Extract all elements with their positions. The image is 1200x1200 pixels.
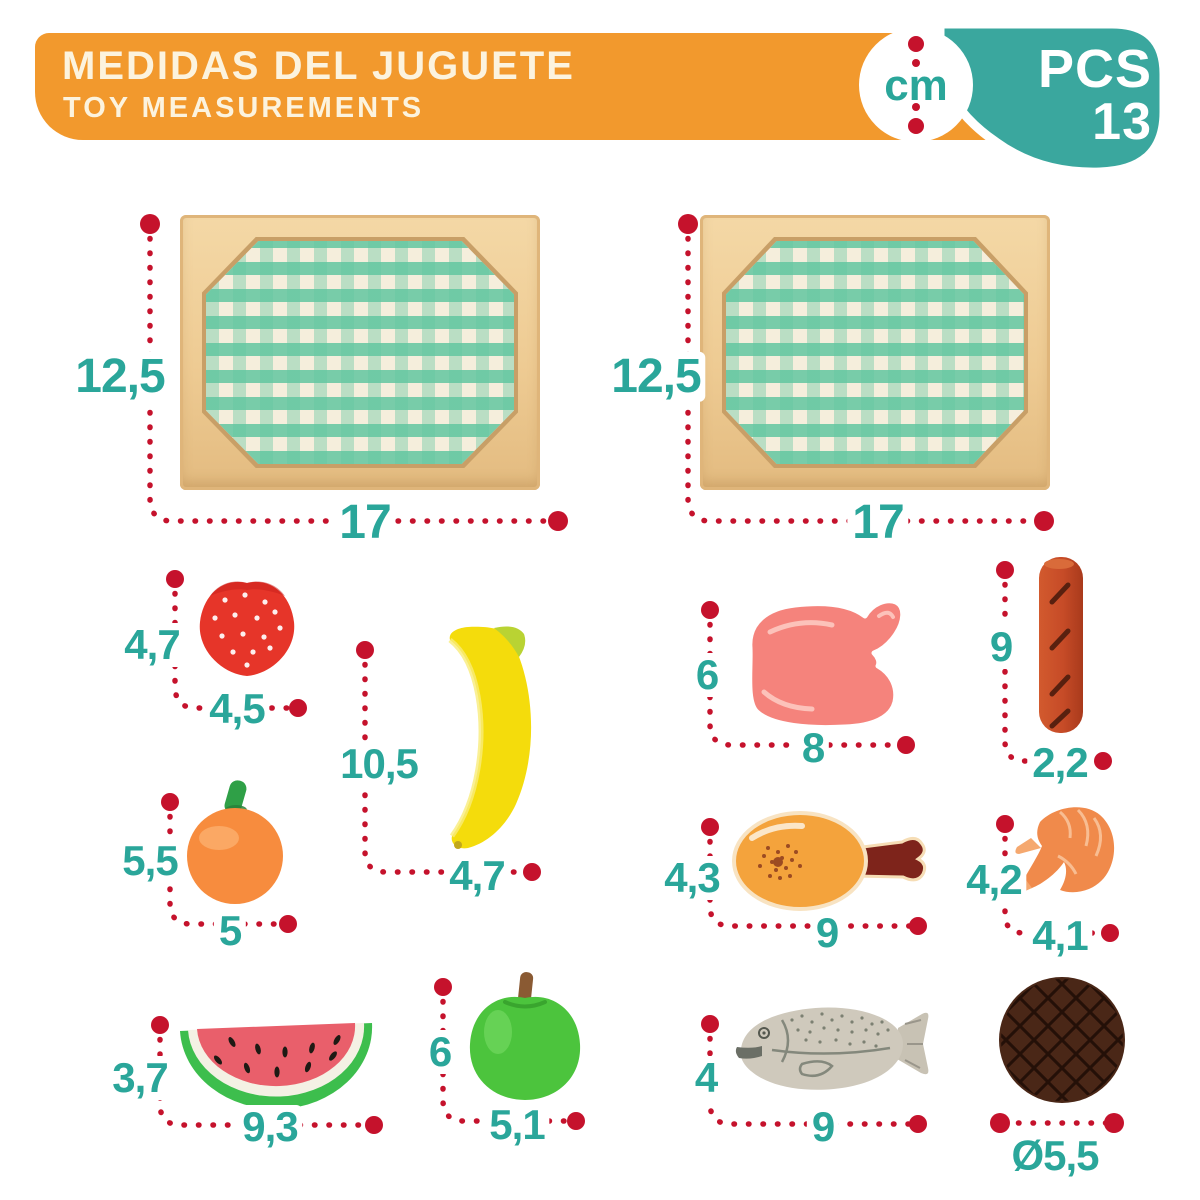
sausage-score-marks bbox=[1049, 582, 1071, 729]
dim-chicken-leg bbox=[701, 818, 927, 935]
apple-width-label: 5,1 bbox=[484, 1102, 550, 1148]
cookie-diameter-label: Ø5,5 bbox=[1006, 1133, 1104, 1179]
wooden-crate-right bbox=[700, 215, 1050, 490]
pcs-label: PCS bbox=[1037, 39, 1152, 99]
apple-toy bbox=[469, 972, 581, 1100]
dim-meat bbox=[701, 601, 915, 754]
fish-height-label: 4 bbox=[689, 1055, 723, 1101]
dim-crate-left bbox=[140, 214, 568, 531]
fish-speckles bbox=[790, 1012, 890, 1048]
meat-height-label: 6 bbox=[690, 652, 724, 698]
chicken-leg-height-label: 4,3 bbox=[659, 855, 725, 901]
header-banner bbox=[35, 33, 1010, 140]
fish-width-label: 9 bbox=[806, 1104, 840, 1150]
dim-shrimp bbox=[996, 815, 1119, 942]
banana-toy bbox=[448, 626, 532, 849]
dim-strawberry bbox=[166, 570, 307, 717]
cm-unit-label: cm bbox=[884, 61, 948, 110]
sausage-width-label: 2,2 bbox=[1027, 740, 1093, 786]
dim-sausage bbox=[996, 561, 1112, 770]
cookie-grid bbox=[1001, 979, 1123, 1101]
dim-apple bbox=[434, 978, 585, 1130]
shrimp-height-label: 4,2 bbox=[961, 857, 1027, 903]
strawberry-width-label: 4,5 bbox=[204, 686, 270, 732]
shrimp-segments bbox=[1057, 808, 1102, 875]
crate-left-gingham-liner bbox=[206, 241, 514, 464]
dim-cookie bbox=[990, 1113, 1124, 1133]
apple-height-label: 6 bbox=[423, 1029, 457, 1075]
crate-right-mat bbox=[722, 237, 1028, 468]
cookie-toy bbox=[999, 977, 1125, 1103]
wooden-crate-left bbox=[180, 215, 540, 490]
page-title: MEDIDAS DEL JUGUETE bbox=[62, 44, 575, 88]
dim-watermelon bbox=[151, 1016, 383, 1134]
shrimp-width-label: 4,1 bbox=[1027, 913, 1093, 959]
pcs-count: 13 bbox=[1092, 93, 1152, 151]
crate-left-width-label: 17 bbox=[334, 497, 396, 549]
fish-toy bbox=[735, 1007, 929, 1090]
dim-fish bbox=[701, 1015, 927, 1133]
banana-height-label: 10,5 bbox=[335, 741, 423, 787]
page-subtitle: TOY MEASUREMENTS bbox=[63, 92, 425, 124]
chicken-spice-speckles bbox=[758, 844, 802, 880]
sausage-toy bbox=[1039, 557, 1083, 733]
crate-left-height-label: 12,5 bbox=[70, 351, 170, 403]
dim-orange bbox=[161, 793, 297, 933]
orange-width-label: 5 bbox=[213, 908, 247, 954]
pcs-badge bbox=[935, 19, 1169, 177]
cm-badge-dots bbox=[908, 36, 924, 134]
strawberry-height-label: 4,7 bbox=[119, 622, 185, 668]
strawberry-toy bbox=[199, 581, 295, 676]
watermelon-width-label: 9,3 bbox=[237, 1104, 303, 1150]
chicken-leg-width-label: 9 bbox=[810, 910, 844, 956]
crate-right-width-label: 17 bbox=[847, 497, 909, 549]
meat-width-label: 8 bbox=[796, 725, 830, 771]
banana-width-label: 4,7 bbox=[444, 853, 510, 899]
orange-toy bbox=[187, 780, 283, 904]
watermelon-toy bbox=[180, 1023, 373, 1110]
watermelon-height-label: 3,7 bbox=[107, 1055, 173, 1101]
cm-unit-badge bbox=[859, 28, 973, 142]
crate-right-gingham-liner bbox=[726, 241, 1024, 464]
dim-banana bbox=[356, 641, 541, 881]
dimension-lines bbox=[140, 214, 1124, 1134]
dim-crate-right bbox=[678, 214, 1054, 531]
strawberry-seeds bbox=[212, 592, 283, 668]
orange-height-label: 5,5 bbox=[117, 838, 183, 884]
meat-toy bbox=[747, 598, 906, 731]
watermelon-seeds bbox=[213, 1035, 341, 1078]
chicken-leg-toy bbox=[732, 811, 927, 911]
sausage-height-label: 9 bbox=[984, 624, 1018, 670]
crate-right-height-label: 12,5 bbox=[606, 351, 706, 403]
crate-left-mat bbox=[202, 237, 518, 468]
